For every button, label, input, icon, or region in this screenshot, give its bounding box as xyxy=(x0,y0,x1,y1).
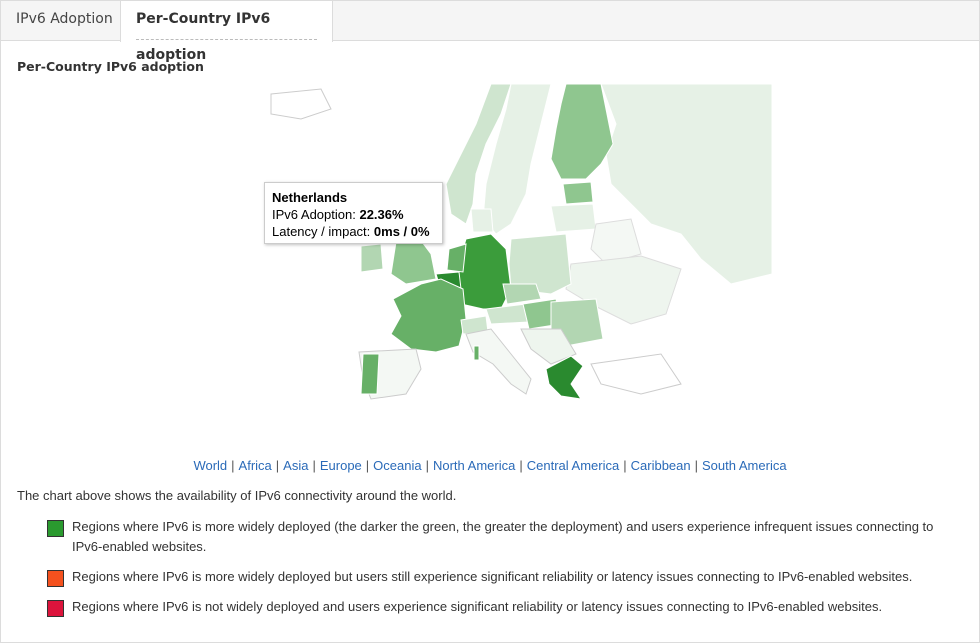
country-poland[interactable] xyxy=(508,233,572,295)
tooltip-country: Netherlands xyxy=(272,190,348,205)
region-link-europe[interactable]: Europe xyxy=(319,458,362,473)
region-separator: | xyxy=(623,458,627,473)
tooltip-adoption: IPv6 Adoption: 22.36% xyxy=(272,206,435,223)
country-portugal[interactable] xyxy=(360,353,380,395)
country-finland[interactable] xyxy=(550,84,614,180)
country-ukraine[interactable] xyxy=(565,255,682,325)
region-links: World | Africa | Asia | Europe | Oceania | North A… xyxy=(1,458,979,473)
region-link-oceania[interactable]: Oceania xyxy=(373,458,422,473)
region-separator: | xyxy=(365,458,370,473)
region-link-north-america[interactable]: North America xyxy=(432,458,516,473)
legend-swatch-orange xyxy=(47,570,64,587)
country-greece[interactable] xyxy=(545,355,584,400)
europe-map[interactable] xyxy=(211,84,772,431)
country-france[interactable] xyxy=(390,278,467,353)
region-link-south-america[interactable]: South America xyxy=(702,458,787,473)
section-title: Per-Country IPv6 adoption xyxy=(17,59,204,74)
country-norway[interactable] xyxy=(445,84,512,225)
map-tooltip: Netherlands IPv6 Adoption: 22.36% Latenc… xyxy=(264,182,443,244)
country-balkans[interactable] xyxy=(520,328,577,365)
region-link-world[interactable]: World xyxy=(193,458,228,473)
region-separator: | xyxy=(425,458,429,473)
country-turkey[interactable] xyxy=(590,353,682,395)
tab-ipv6-adoption[interactable]: IPv6 Adoption xyxy=(16,11,113,27)
legend-text: Regions where IPv6 is more widely deploy… xyxy=(72,519,934,554)
legend-item-green: Regions where IPv6 is more widely deploy… xyxy=(47,517,947,557)
country-denmark[interactable] xyxy=(470,208,494,233)
region-separator: | xyxy=(694,458,699,473)
country-netherlands[interactable] xyxy=(446,243,467,273)
country-ireland[interactable] xyxy=(360,243,384,273)
country-sweden[interactable] xyxy=(482,84,552,235)
legend-text: Regions where IPv6 is not widely deploye… xyxy=(72,599,883,614)
region-separator: | xyxy=(312,458,316,473)
tab-per-country-ipv6-adoption[interactable]: Per-Country IPv6 adoption xyxy=(120,1,333,63)
tab-bar: IPv6 Adoption Per-Country IPv6 adoption xyxy=(1,1,979,63)
country-corsica[interactable] xyxy=(473,345,480,361)
tab-label: Per-Country IPv6 adoption xyxy=(136,11,271,63)
country-czech[interactable] xyxy=(502,283,542,305)
country-latvia-lithuania[interactable] xyxy=(550,203,597,233)
tooltip-adoption-label: IPv6 Adoption: xyxy=(272,207,356,222)
chart-explanation: The chart above shows the availability o… xyxy=(17,488,457,503)
region-link-asia[interactable]: Asia xyxy=(283,458,309,473)
legend-swatch-red xyxy=(47,600,64,617)
region-link-africa[interactable]: Africa xyxy=(238,458,272,473)
tooltip-latency: Latency / impact: 0ms / 0% xyxy=(272,223,435,240)
region-link-caribbean[interactable]: Caribbean xyxy=(630,458,691,473)
tab-underline xyxy=(136,39,317,40)
legend-swatch-green xyxy=(47,520,64,537)
region-separator: | xyxy=(275,458,280,473)
legend-item-orange: Regions where IPv6 is more widely deploy… xyxy=(47,567,947,587)
tooltip-latency-value: 0ms / 0% xyxy=(373,224,430,239)
region-separator: | xyxy=(231,458,235,473)
tooltip-adoption-value: 22.36% xyxy=(359,207,404,222)
country-italy[interactable] xyxy=(465,328,532,395)
region-link-central-america[interactable]: Central America xyxy=(526,458,620,473)
region-separator: | xyxy=(519,458,523,473)
country-estonia[interactable] xyxy=(562,181,594,205)
legend-item-red: Regions where IPv6 is not widely deploye… xyxy=(47,597,947,617)
tooltip-latency-label: Latency / impact: xyxy=(272,224,371,239)
legend-text: Regions where IPv6 is more widely deploy… xyxy=(72,569,913,584)
country-iceland[interactable] xyxy=(270,88,332,120)
